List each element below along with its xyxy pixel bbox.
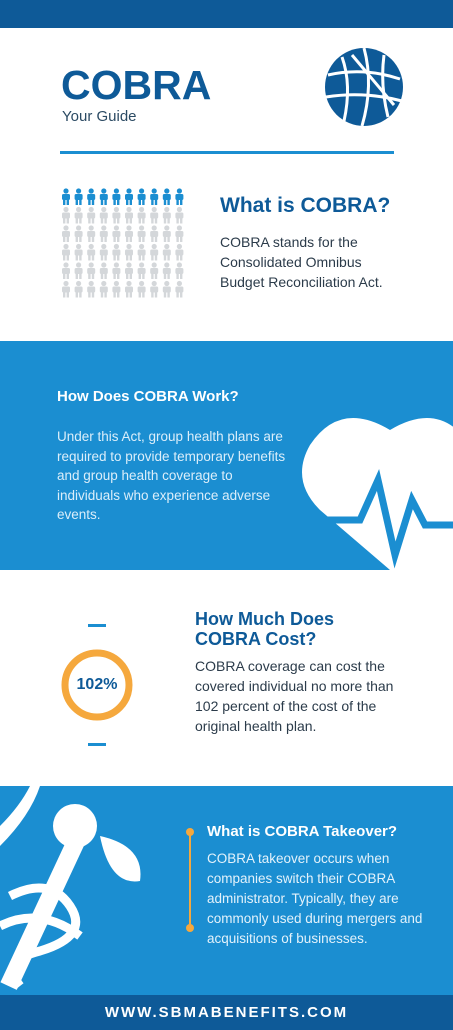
person-icon <box>175 262 184 279</box>
divider <box>60 151 394 154</box>
person-icon <box>74 206 83 224</box>
person-icon <box>112 280 121 298</box>
person-icon <box>137 188 146 205</box>
person-icon <box>162 243 171 261</box>
globe-icon <box>325 47 403 127</box>
section-body: COBRA stands for the Consolidated Omnibu… <box>220 234 383 290</box>
person-icon <box>137 243 146 261</box>
person-icon <box>150 225 159 242</box>
person-icon <box>99 188 108 205</box>
person-icon <box>99 206 108 224</box>
person-icon <box>112 262 121 279</box>
footer-bar <box>0 995 453 1030</box>
caduceus-icon <box>0 786 141 990</box>
person-icon <box>137 262 146 279</box>
person-icon <box>162 280 171 298</box>
section-heading: What is COBRA Takeover? <box>207 823 398 840</box>
person-icon <box>175 243 184 261</box>
person-icon <box>162 188 171 205</box>
person-icon <box>112 225 121 242</box>
person-icon <box>74 262 83 279</box>
person-icon <box>87 280 96 298</box>
heart-icon <box>300 418 453 570</box>
dash <box>88 624 106 627</box>
person-icon <box>74 243 83 261</box>
person-icon <box>62 188 70 205</box>
person-icon <box>175 206 184 224</box>
person-icon <box>62 243 70 261</box>
timeline <box>189 832 191 930</box>
person-icon <box>162 262 171 279</box>
footer-website: WWW.SBMABENEFITS.COM <box>104 1004 349 1021</box>
person-icon <box>137 206 146 224</box>
timeline-dot <box>186 828 194 836</box>
person-icon <box>74 280 83 298</box>
section-body: Under this Act, group health plans are r… <box>57 429 286 522</box>
people-icon-grid <box>62 188 184 298</box>
person-icon <box>74 188 83 205</box>
person-icon <box>150 262 159 279</box>
person-icon <box>125 262 133 279</box>
person-icon <box>99 262 108 279</box>
person-icon <box>162 225 171 242</box>
section-body: COBRA takeover occurs when companies swi… <box>207 851 423 946</box>
person-icon <box>175 188 184 205</box>
person-icon <box>150 188 159 205</box>
person-icon <box>99 243 108 261</box>
person-icon <box>150 243 159 261</box>
person-icon <box>62 206 70 224</box>
person-icon <box>162 206 171 224</box>
dash <box>88 743 106 746</box>
section-body: COBRA coverage can cost the covered indi… <box>195 658 394 734</box>
person-icon <box>175 225 184 242</box>
person-icon <box>99 280 108 298</box>
person-icon <box>87 188 96 205</box>
person-icon <box>175 280 184 298</box>
person-icon <box>62 225 70 242</box>
person-icon <box>87 206 96 224</box>
person-icon <box>87 262 96 279</box>
top-bar <box>0 0 453 28</box>
person-icon <box>125 225 133 242</box>
person-icon <box>125 280 133 298</box>
section-heading: How Does COBRA Work? <box>57 388 239 405</box>
person-icon <box>112 243 121 261</box>
person-icon <box>87 243 96 261</box>
section-heading: What is COBRA? <box>220 194 391 217</box>
person-icon <box>150 206 159 224</box>
person-icon <box>137 225 146 242</box>
title: COBRA <box>61 62 212 108</box>
person-icon <box>125 206 133 224</box>
person-icon <box>150 280 159 298</box>
person-icon <box>99 225 108 242</box>
person-icon <box>112 188 121 205</box>
person-icon <box>137 280 146 298</box>
person-icon <box>125 188 133 205</box>
person-icon <box>62 280 70 298</box>
person-icon <box>62 262 70 279</box>
percent-ring <box>61 649 133 721</box>
person-icon <box>112 206 121 224</box>
percent-label: 102% <box>76 676 118 693</box>
timeline-dot <box>186 924 194 932</box>
subtitle: Your Guide <box>62 108 137 125</box>
person-icon <box>125 243 133 261</box>
person-icon <box>87 225 96 242</box>
section-heading: How Much Does COBRA Cost? <box>195 609 335 649</box>
person-icon <box>74 225 83 242</box>
